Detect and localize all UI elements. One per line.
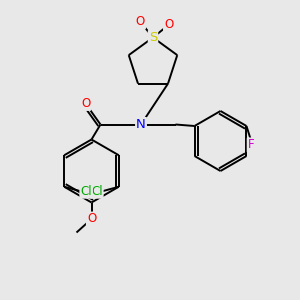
Text: N: N <box>136 118 146 131</box>
Text: F: F <box>248 138 254 152</box>
Text: S: S <box>149 31 157 44</box>
Text: O: O <box>87 212 96 226</box>
Text: O: O <box>81 97 90 110</box>
Text: Cl: Cl <box>80 185 92 198</box>
Text: Cl: Cl <box>91 185 103 198</box>
Text: O: O <box>136 15 145 28</box>
Text: O: O <box>164 18 173 32</box>
